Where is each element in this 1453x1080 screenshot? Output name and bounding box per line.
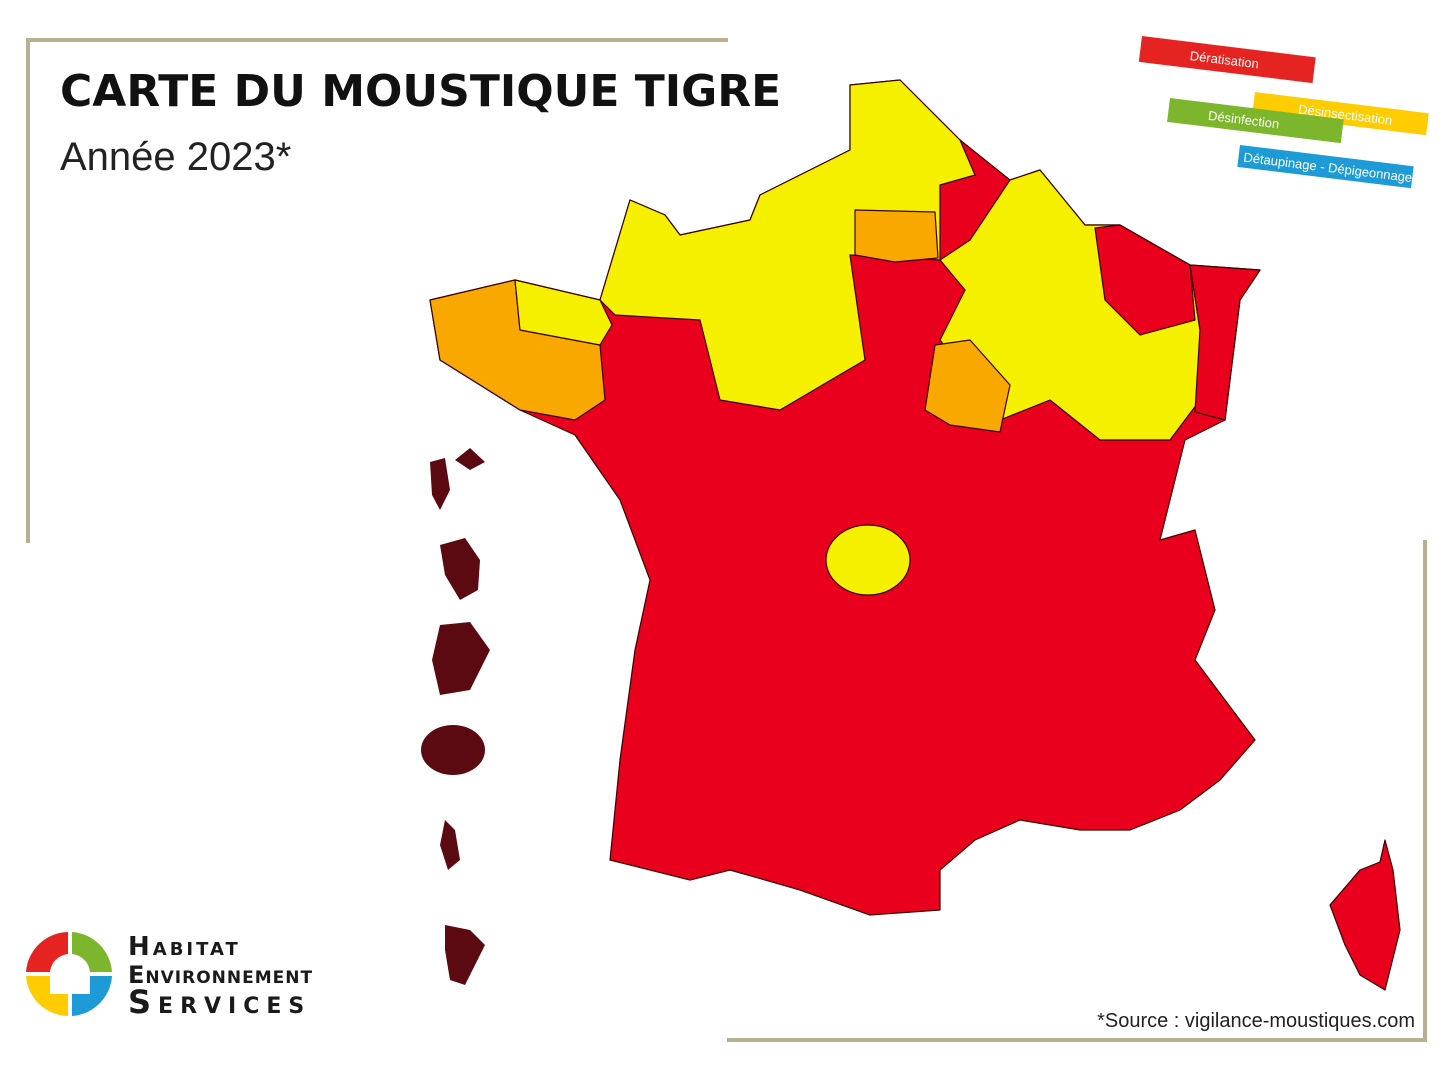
map xyxy=(429,79,1401,991)
moselle-red xyxy=(1094,224,1196,336)
service-label: Détaupinage - Dépigeonnage xyxy=(1243,150,1413,186)
aube-orange xyxy=(924,339,1011,433)
subtitle: Année 2023* xyxy=(60,135,291,179)
logo: Habitat Environnement Services xyxy=(26,932,313,1021)
services: Dératisation Désinsectisation Désinfecti… xyxy=(1138,36,1429,189)
logo-line: Services xyxy=(128,983,311,1021)
source: *Source : vigilance-moustiques.com xyxy=(1097,1010,1415,1032)
oise-orange xyxy=(854,209,939,263)
creuse-yellow xyxy=(825,524,911,596)
corsica xyxy=(1329,839,1401,991)
title: CARTE DU MOUSTIQUE TIGRE xyxy=(60,66,781,117)
logo-line: Environnement xyxy=(128,961,313,989)
ribbon: Détaupinage - Dépigeonnage xyxy=(1237,145,1414,189)
north-yellow xyxy=(599,79,976,411)
brittany-yellow xyxy=(514,279,613,346)
overseas xyxy=(421,448,490,985)
frame xyxy=(26,38,1427,1042)
alsace-red xyxy=(1189,264,1261,421)
ribbon: Désinfection xyxy=(1167,98,1344,144)
logo-line: Habitat xyxy=(128,932,241,962)
ribbon: Dératisation xyxy=(1138,36,1316,84)
